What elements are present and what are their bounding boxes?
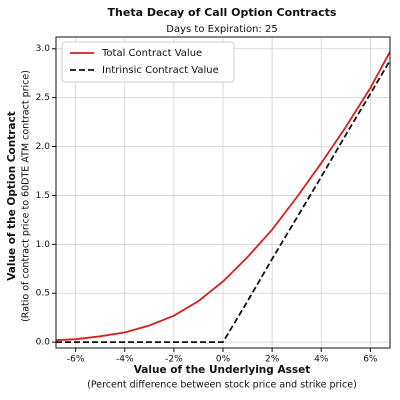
y-tick-label: 0.0 [36,338,51,348]
x-tick-label: 2% [265,355,280,365]
y-tick-label: 1.0 [36,240,51,250]
x-tick-label: 4% [314,355,329,365]
x-tick-label: 6% [363,355,378,365]
y-tick-label: 2.5 [36,93,50,103]
x-tick-label: -2% [165,355,183,365]
chart-title: Theta Decay of Call Option Contracts [108,6,337,19]
y-tick-label: 1.5 [36,191,50,201]
y-tick-label: 2.0 [36,142,51,152]
x-tick-label: -6% [67,355,85,365]
x-tick-label: -4% [116,355,134,365]
y-tick-label: 0.5 [36,289,50,299]
x-axis-sublabel: (Percent difference between stock price … [87,380,357,391]
chart-subtitle: Days to Expiration: 25 [166,24,277,35]
series-line [56,60,390,343]
x-axis-label: Value of the Underlying Asset [134,364,310,376]
series-line [56,51,390,342]
legend-label: Total Contract Value [101,48,202,59]
legend-label: Intrinsic Contract Value [102,65,219,76]
x-tick-label: 0% [216,355,231,365]
y-tick-label: 3.0 [36,44,51,54]
y-axis-label: Value of the Option Contract [6,111,18,281]
y-axis-sublabel: (Ratio of contract price to 60DTE ATM co… [21,70,32,322]
plot-frame [55,36,391,349]
legend-box [61,41,235,83]
